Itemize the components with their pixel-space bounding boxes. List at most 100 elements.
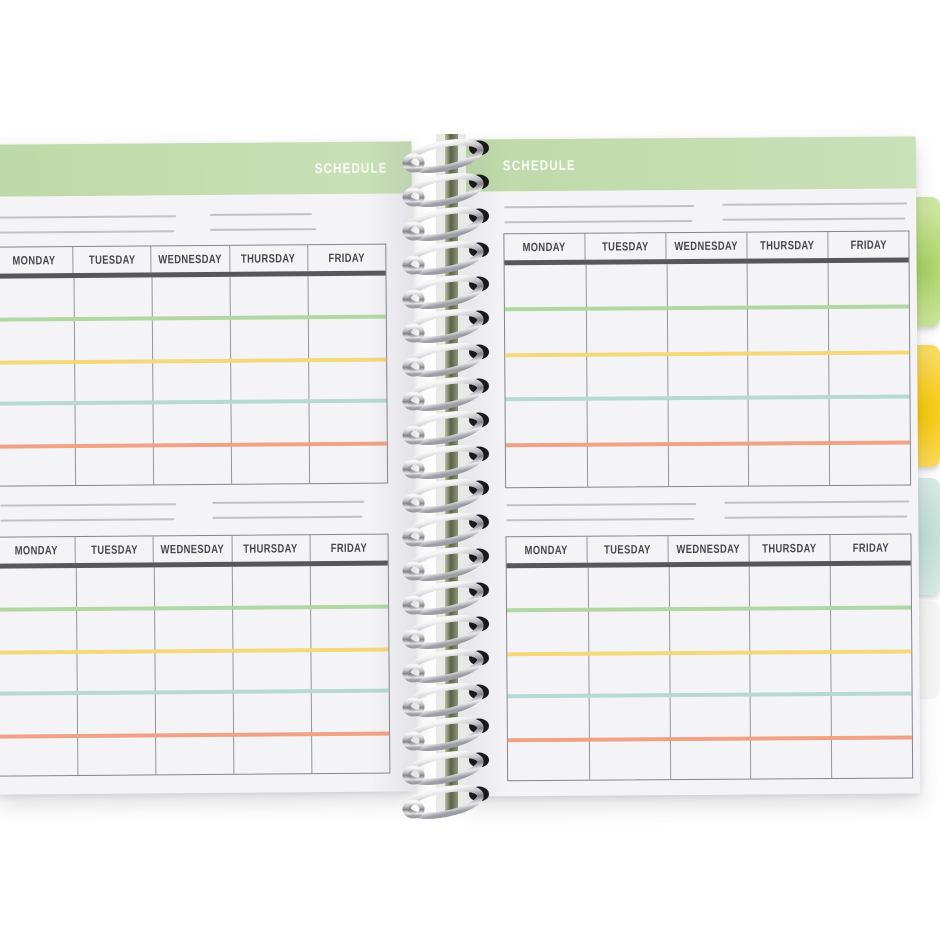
day-header-row: MONDAY TUESDAY WEDNESDAY THURSDAY FRIDAY <box>504 231 908 261</box>
column-line <box>585 264 588 487</box>
row-stripe-yellow <box>0 357 387 365</box>
writing-line <box>0 230 175 234</box>
day-label-thursday: THURSDAY <box>760 238 815 253</box>
day-header-cell: THURSDAY <box>232 535 311 562</box>
column-line <box>75 568 79 776</box>
day-label-wednesday: WEDNESDAY <box>160 541 225 557</box>
day-header-cell: MONDAY <box>0 537 76 564</box>
right-page-title: SCHEDULE <box>502 156 576 174</box>
schedule-grid-body <box>0 276 387 486</box>
left-page-header-bar: SCHEDULE <box>0 141 412 197</box>
column-line <box>749 566 752 779</box>
column-line <box>229 276 233 484</box>
day-label-tuesday: TUESDAY <box>88 252 136 267</box>
day-label-wednesday: WEDNESDAY <box>158 251 223 267</box>
writing-line <box>722 217 906 221</box>
day-header-cell: THURSDAY <box>747 232 829 259</box>
writing-line <box>504 204 695 209</box>
day-label-monday: MONDAY <box>524 542 569 558</box>
weekly-schedule-table: MONDAY TUESDAY WEDNESDAY THURSDAY FRIDAY <box>505 533 914 782</box>
weekly-schedule-table: MONDAY TUESDAY WEDNESDAY THURSDAY FRIDAY <box>0 243 389 487</box>
right-top-table-slot: MONDAY TUESDAY WEDNESDAY THURSDAY FRIDAY <box>503 230 912 489</box>
column-line <box>307 276 311 484</box>
column-line <box>231 566 235 774</box>
day-header-cell: FRIDAY <box>310 535 387 562</box>
writing-line <box>506 502 697 507</box>
writing-line <box>212 515 363 519</box>
day-label-tuesday: TUESDAY <box>602 239 649 254</box>
column-line <box>829 566 833 779</box>
row-stripe-teal <box>0 398 387 406</box>
day-header-cell: TUESDAY <box>75 536 155 564</box>
schedule-grid-body <box>0 566 390 776</box>
day-header-row: MONDAY TUESDAY WEDNESDAY THURSDAY FRIDAY <box>0 535 388 564</box>
row-stripe-teal <box>507 691 912 699</box>
day-label-friday: FRIDAY <box>330 540 368 556</box>
column-line <box>73 278 77 486</box>
column-line <box>827 263 831 486</box>
writing-line <box>210 228 317 231</box>
column-line <box>151 277 155 485</box>
day-header-cell: MONDAY <box>0 247 74 274</box>
day-header-cell: THURSDAY <box>229 245 309 272</box>
row-stripe-yellow <box>507 649 912 657</box>
row-stripe-green <box>504 304 909 312</box>
day-label-wednesday: WEDNESDAY <box>676 541 741 557</box>
day-header-cell: TUESDAY <box>587 536 669 563</box>
column-line <box>309 566 313 774</box>
row-stripe-green <box>506 605 912 613</box>
day-header-row: MONDAY TUESDAY WEDNESDAY THURSDAY FRIDAY <box>506 534 910 564</box>
left-page-title: SCHEDULE <box>314 159 388 177</box>
writing-line <box>504 219 693 224</box>
day-header-cell: WEDNESDAY <box>153 535 233 563</box>
row-stripe-yellow <box>0 647 389 655</box>
writing-line <box>724 500 910 504</box>
day-header-cell: WEDNESDAY <box>666 232 748 260</box>
left-top-table-slot: MONDAY TUESDAY WEDNESDAY THURSDAY FRIDAY <box>0 243 389 487</box>
day-label-tuesday: TUESDAY <box>604 542 651 557</box>
row-stripe-teal <box>0 688 389 696</box>
row-stripe-orange <box>0 731 390 739</box>
day-label-monday: MONDAY <box>522 239 567 255</box>
writing-line <box>722 202 908 206</box>
day-header-cell: FRIDAY <box>828 231 908 258</box>
row-stripe-green <box>0 314 386 322</box>
spiral-binding <box>398 128 502 820</box>
column-line <box>153 567 157 775</box>
weekly-schedule-table: MONDAY TUESDAY WEDNESDAY THURSDAY FRIDAY <box>503 230 912 489</box>
day-label-thursday: THURSDAY <box>241 251 296 266</box>
day-label-thursday: THURSDAY <box>762 541 817 556</box>
column-line <box>746 263 750 486</box>
weekly-schedule-table: MONDAY TUESDAY WEDNESDAY THURSDAY FRIDAY <box>0 533 391 777</box>
day-header-cell: TUESDAY <box>73 246 152 274</box>
row-stripe-orange <box>0 441 387 449</box>
writing-line <box>0 518 175 522</box>
schedule-grid-body <box>504 262 911 487</box>
day-header-cell: FRIDAY <box>830 534 910 561</box>
day-header-cell: TUESDAY <box>585 233 667 260</box>
day-label-monday: MONDAY <box>14 543 58 558</box>
writing-line <box>212 500 365 504</box>
left-bottom-table-slot: MONDAY TUESDAY WEDNESDAY THURSDAY FRIDAY <box>0 533 391 777</box>
day-header-cell: WEDNESDAY <box>151 245 231 273</box>
right-bottom-table-slot: MONDAY TUESDAY WEDNESDAY THURSDAY FRIDAY <box>505 533 914 782</box>
writing-line <box>506 517 695 522</box>
day-header-cell: MONDAY <box>506 536 588 564</box>
day-label-thursday: THURSDAY <box>243 541 299 556</box>
day-label-friday: FRIDAY <box>328 250 365 266</box>
day-label-tuesday: TUESDAY <box>91 542 138 557</box>
day-label-friday: FRIDAY <box>852 540 889 555</box>
row-stripe-orange <box>505 440 910 447</box>
left-page: SCHEDULE MONDAY TUESDAY WEDNESDAY THURSD… <box>0 141 417 795</box>
writing-line <box>0 503 177 507</box>
column-line <box>668 567 671 780</box>
row-stripe-yellow <box>505 350 910 357</box>
day-header-cell: WEDNESDAY <box>668 535 750 563</box>
day-header-cell: FRIDAY <box>308 245 385 272</box>
day-label-friday: FRIDAY <box>850 237 887 252</box>
day-label-wednesday: WEDNESDAY <box>674 238 739 254</box>
row-stripe-teal <box>505 394 910 402</box>
right-page-header-bar: SCHEDULE <box>457 136 917 192</box>
day-header-row: MONDAY TUESDAY WEDNESDAY THURSDAY FRIDAY <box>0 245 385 274</box>
